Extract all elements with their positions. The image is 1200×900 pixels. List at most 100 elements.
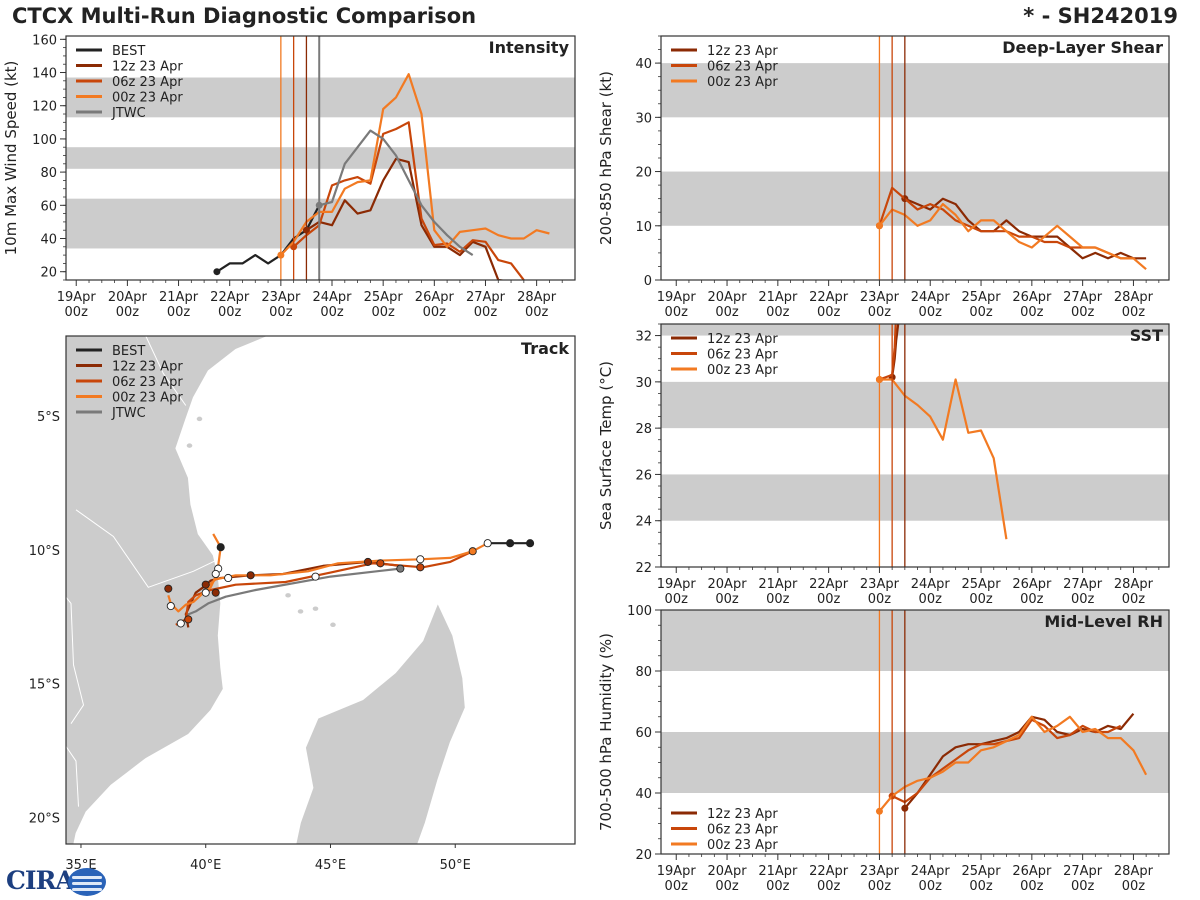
shaded-band <box>66 147 575 169</box>
track-position-marker <box>526 539 535 548</box>
x-tick-label: 19Apr <box>657 290 697 305</box>
x-tick-label: 23Apr <box>860 864 900 879</box>
x-tick-label: 28Apr <box>1114 290 1154 305</box>
legend-label: BEST <box>112 344 145 359</box>
x-tick-label: 19Apr <box>57 290 97 305</box>
y-tick-label: 100 <box>627 604 652 619</box>
island <box>186 443 193 448</box>
x-tick-label: 24Apr <box>312 290 352 305</box>
legend-label: 06z 23 Apr <box>707 348 778 363</box>
x-tick-label: 00z <box>817 305 841 320</box>
island <box>196 416 203 422</box>
series-line-06z-23-apr <box>879 324 897 381</box>
x-tick-label: 21Apr <box>758 577 798 592</box>
track-position-marker <box>468 547 477 556</box>
y-tick-label: 120 <box>32 100 57 115</box>
y-tick-label: 20°S <box>29 811 60 826</box>
y-tick-label: 160 <box>32 33 57 48</box>
country-border <box>145 336 187 406</box>
x-tick-label: 00z <box>715 592 739 607</box>
shaded-band <box>661 324 1169 336</box>
x-tick-label: 00z <box>969 592 993 607</box>
x-tick-label: 00z <box>371 305 395 320</box>
track-position-marker <box>246 571 255 580</box>
legend-label: 12z 23 Apr <box>707 332 778 347</box>
x-tick-label: 26Apr <box>1012 864 1052 879</box>
island <box>297 609 304 614</box>
legend-label: BEST <box>112 44 145 59</box>
track-position-marker <box>166 601 175 611</box>
legend-label: 12z 23 Apr <box>707 807 778 822</box>
shaded-band <box>66 77 575 118</box>
track-line-00z-23-apr <box>167 542 489 613</box>
cira-logo: CIRA <box>4 866 108 898</box>
track-position-marker <box>176 619 185 628</box>
track-position-marker <box>164 584 173 593</box>
x-tick-label: 22Apr <box>809 577 849 592</box>
x-tick-label: 00z <box>919 592 943 607</box>
y-tick-label: 5°S <box>37 410 60 425</box>
x-tick-label: 00z <box>665 592 689 607</box>
x-tick-label: 21Apr <box>758 864 798 879</box>
x-tick-label: 00z <box>269 305 293 320</box>
x-tick-label: 23Apr <box>860 577 900 592</box>
x-tick-label: 00z <box>1071 305 1095 320</box>
y-tick-label: 32 <box>635 330 652 345</box>
shaded-band <box>661 732 1169 793</box>
x-tick-label: 00z <box>1020 879 1044 894</box>
x-tick-label: 20Apr <box>708 577 748 592</box>
globe-icon <box>68 868 106 896</box>
x-tick-label: 00z <box>665 305 689 320</box>
track-position-marker <box>311 572 320 581</box>
x-tick-label: 00z <box>766 305 790 320</box>
map-layer <box>66 336 535 844</box>
x-tick-label: 00z <box>715 305 739 320</box>
island <box>312 606 319 611</box>
track-position-marker <box>224 573 233 583</box>
legend-label: 06z 23 Apr <box>707 60 778 75</box>
panel-title: SST <box>1130 326 1163 345</box>
legend-label: 00z 23 Apr <box>707 75 778 90</box>
y-tick-label: 80 <box>635 665 652 680</box>
track-position-marker <box>376 559 385 568</box>
y-tick-label: 10 <box>635 220 652 235</box>
x-tick-label: 25Apr <box>962 864 1002 879</box>
x-tick-label: 00z <box>969 879 993 894</box>
storm-id: * - SH242019 <box>1023 4 1178 28</box>
y-axis-label: Sea Surface Temp (°C) <box>597 361 615 530</box>
country-border <box>66 596 85 724</box>
x-tick-label: 00z <box>1122 879 1146 894</box>
panel-title: Track <box>521 339 569 358</box>
x-tick-label: 00z <box>868 592 892 607</box>
legend-label: JTWC <box>111 406 146 421</box>
series-line-best <box>216 204 321 273</box>
x-tick-label: 00z <box>1020 305 1044 320</box>
panel-sst: 22242628303219Apr00z20Apr00z21Apr00z22Ap… <box>597 323 1170 607</box>
x-tick-label: 00z <box>65 305 89 320</box>
x-tick-label: 00z <box>919 305 943 320</box>
y-tick-label: 15°S <box>29 678 60 693</box>
track-position-marker <box>416 555 425 564</box>
x-tick-label: 20Apr <box>108 290 148 305</box>
cira-logo-text: CIRA <box>6 866 75 895</box>
x-tick-label: 00z <box>1071 879 1095 894</box>
y-tick-label: 22 <box>635 561 652 576</box>
panel-frame <box>660 323 1170 568</box>
x-tick-label: 00z <box>116 305 140 320</box>
y-tick-label: 10°S <box>29 544 60 559</box>
x-tick-label: 00z <box>167 305 191 320</box>
x-tick-label: 22Apr <box>809 290 849 305</box>
track-line-06z-23-apr <box>175 550 474 626</box>
y-tick-label: 26 <box>635 468 652 483</box>
shaded-band <box>661 610 1169 671</box>
series-group <box>875 324 1008 540</box>
island <box>330 622 336 627</box>
x-tick-label: 00z <box>525 305 549 320</box>
x-tick-label: 00z <box>1071 592 1095 607</box>
x-tick-label: 28Apr <box>1114 577 1154 592</box>
shaded-band <box>661 171 1169 226</box>
x-tick-label: 00z <box>1020 592 1044 607</box>
x-tick-label: 19Apr <box>657 577 697 592</box>
country-border <box>66 745 79 807</box>
x-tick-label: 24Apr <box>911 577 951 592</box>
